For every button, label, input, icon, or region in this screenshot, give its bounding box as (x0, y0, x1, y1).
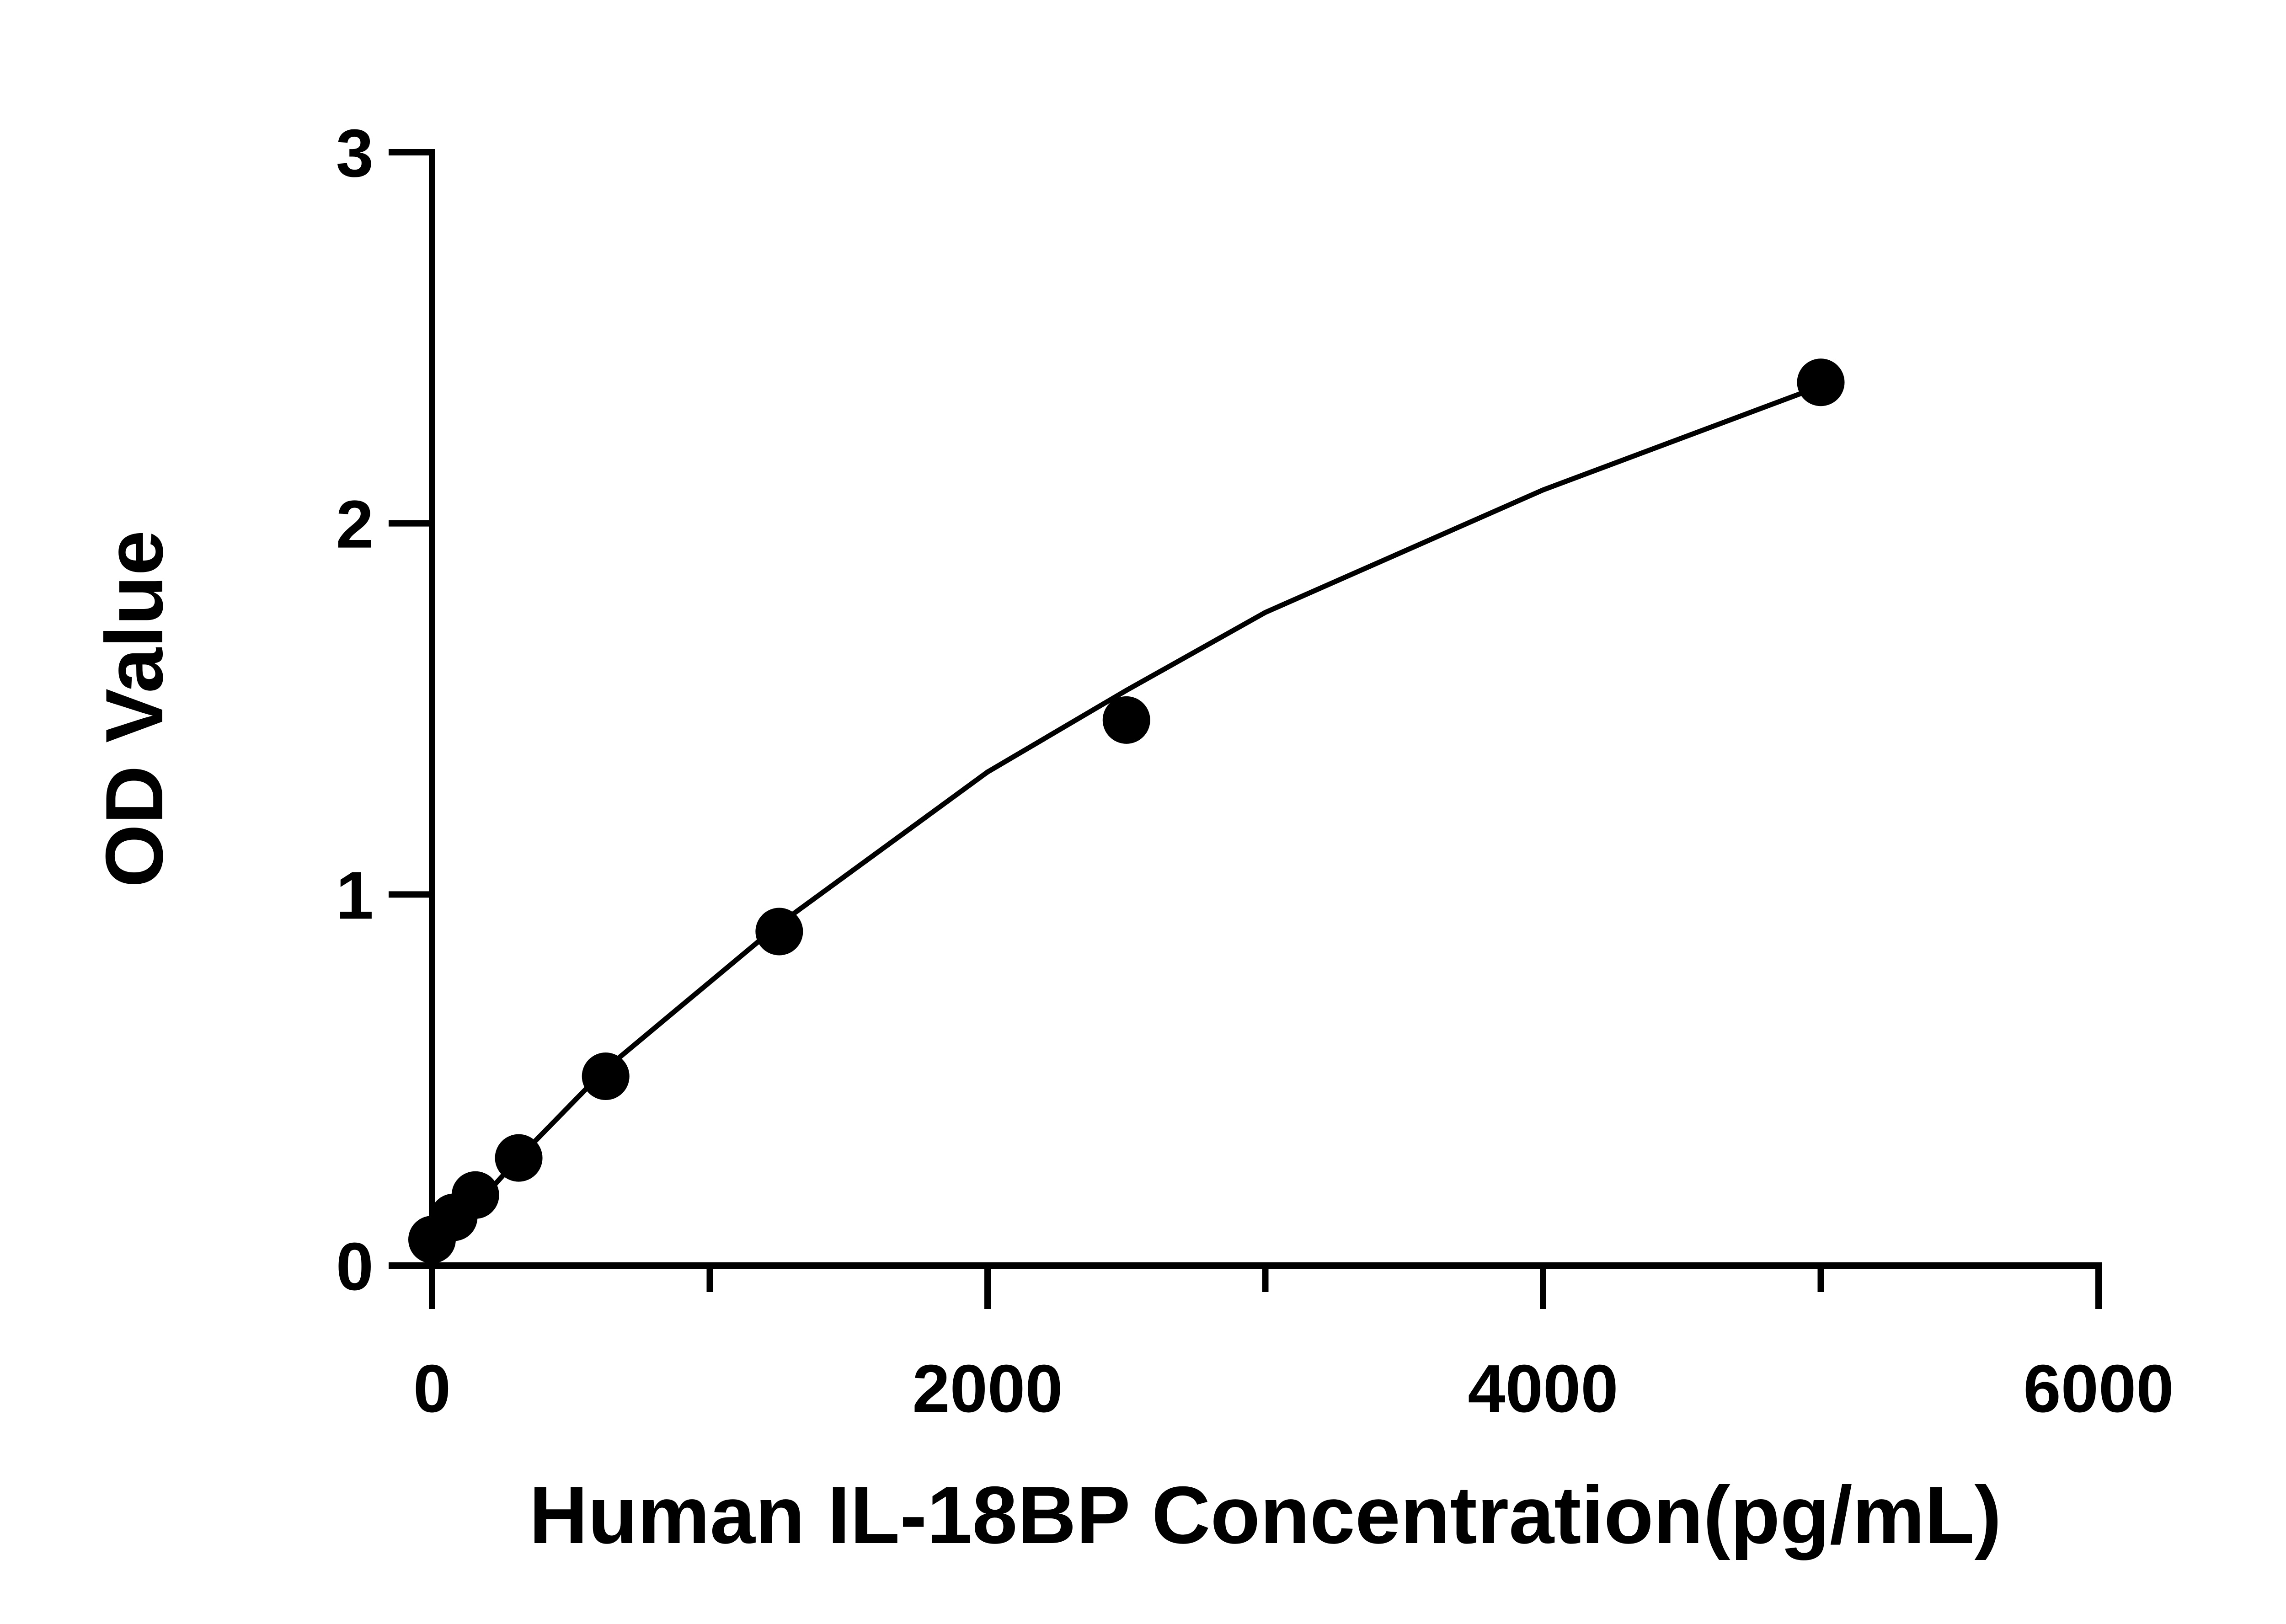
fit-curve (430, 384, 1822, 1260)
data-point (582, 1052, 630, 1100)
data-point (451, 1171, 499, 1219)
x-axis: 0 2000 4000 6000 (413, 1262, 2174, 1426)
data-points-layer (408, 358, 1845, 1264)
x-axis-title: Human IL-18BP Concentration(pg/mL) (529, 1469, 2002, 1560)
y-tick-label: 3 (336, 116, 374, 191)
data-point (1102, 696, 1150, 744)
y-axis-title: OD Value (89, 530, 180, 888)
x-tick-label: 0 (413, 1351, 451, 1426)
data-point (1797, 358, 1845, 406)
x-tick-label: 2000 (912, 1351, 1063, 1426)
y-tick-label: 2 (336, 487, 374, 562)
y-tick-label: 1 (336, 858, 374, 933)
fit-curve-layer (430, 384, 1822, 1260)
data-point (495, 1134, 543, 1182)
x-tick-label: 4000 (1468, 1351, 1618, 1426)
x-tick-label: 6000 (2023, 1351, 2174, 1426)
y-tick-label: 0 (336, 1229, 374, 1304)
y-axis: 0 1 2 3 (336, 116, 435, 1304)
data-point (755, 908, 803, 956)
